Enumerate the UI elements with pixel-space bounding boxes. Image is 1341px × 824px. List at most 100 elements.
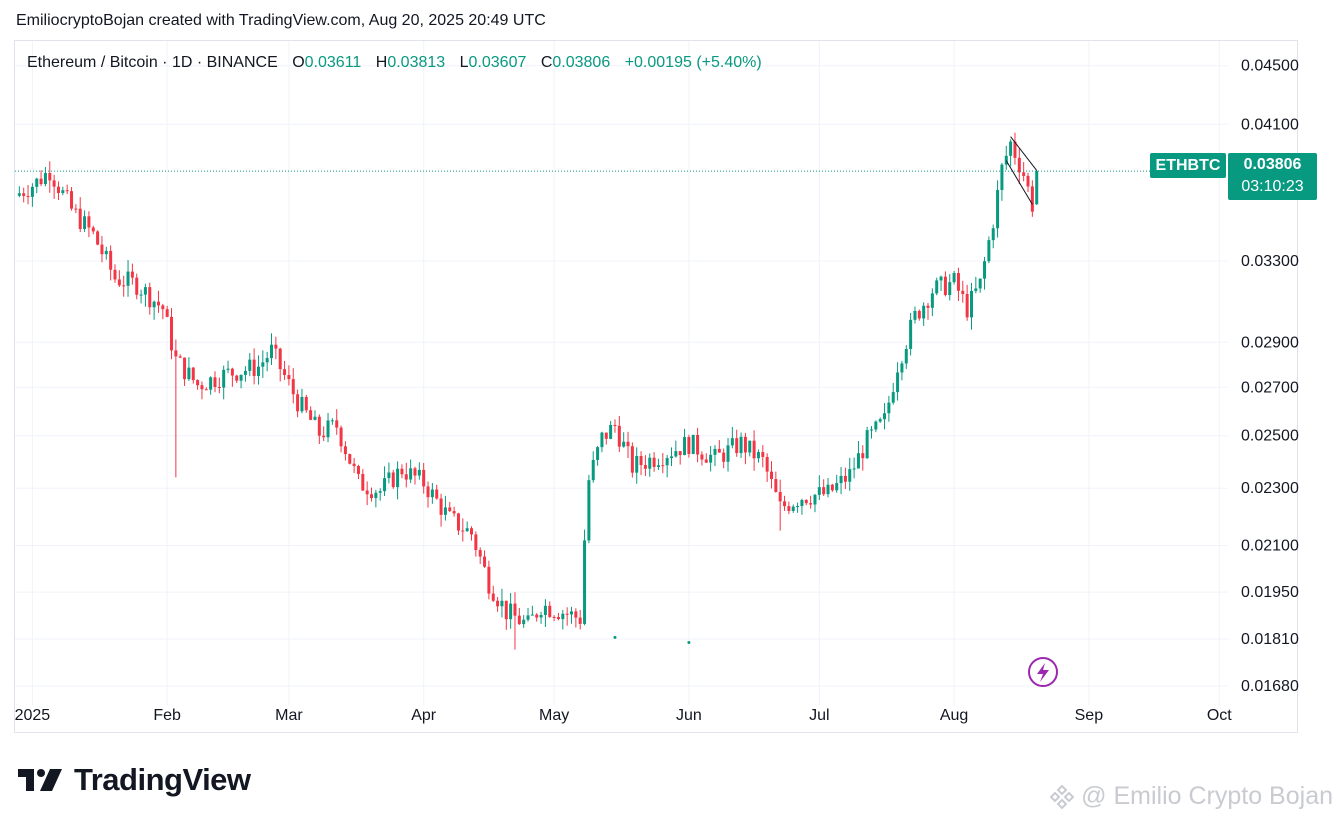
candle [374,489,378,508]
candle [200,381,204,400]
y-tick-label: 0.03300 [1241,253,1299,270]
candle-body [226,368,230,370]
y-tick-label: 0.01950 [1241,584,1299,601]
candle [643,455,647,476]
candle [143,283,147,307]
candle [1035,169,1039,205]
candle-body [143,287,147,295]
legend-close: 0.03806 [552,54,611,71]
candle-body [930,293,934,308]
candle [678,450,682,465]
candle-body [691,434,695,454]
candle-body [813,494,817,505]
candle-body [217,386,221,388]
candle-body [848,469,852,482]
candle-body [678,451,682,456]
legend-change: +0.00195 (+5.40%) [624,54,762,71]
candle [917,309,921,321]
candle-body [878,419,882,422]
chart-caption: EmiliocryptoBojan created with TradingVi… [16,12,546,29]
candle-body [448,507,452,512]
candle-body [117,279,121,286]
candle [226,360,230,374]
drawing-layer [613,136,1038,645]
candle-body [852,468,856,470]
candle-body [70,191,74,209]
candle-body [591,459,595,481]
candle-body [596,447,600,460]
legend-low-label: L [459,54,469,71]
candle-body [522,619,526,625]
candle-body [574,611,578,618]
x-tick-label: Oct [1207,707,1232,724]
candle-body [983,261,987,279]
candle [383,466,387,496]
candle [869,425,873,439]
candle-body [96,231,100,245]
candle [783,495,787,511]
candle [561,609,565,630]
candle-body [56,186,60,194]
y-tick-label: 0.02900 [1241,334,1299,351]
chart-frame[interactable] [14,40,1298,733]
candle [78,197,82,232]
tradingview-brand[interactable]: TradingView [18,760,251,800]
candle [452,506,456,517]
candle [674,440,678,458]
candle [752,430,756,471]
candle-body [900,363,904,373]
candle [30,183,34,207]
candle-body [1026,175,1030,187]
last-price-tag: 0.03806 03:10:23 [1228,153,1317,200]
candle [35,177,39,194]
candle [39,170,43,187]
candle [413,466,417,485]
candle-body [122,285,126,287]
candle [104,246,108,260]
candle-body [943,276,947,295]
x-axis: 2025 Feb Mar Apr May Jun Jul Aug Sep Oct [15,707,1233,724]
candle-body [926,305,930,308]
legend-symbol[interactable]: Ethereum / Bitcoin · 1D · BINANCE [27,54,278,71]
lightning-icon[interactable] [1028,657,1058,687]
candle [113,264,117,283]
candle [161,303,165,320]
candle-body [761,452,765,457]
candle-body [335,420,339,428]
candle-body [61,190,65,194]
candle-body [39,178,43,185]
candle-body [922,305,926,319]
candle-body [265,358,269,363]
candle-body [1030,186,1034,212]
candle-body [456,513,460,531]
candle [626,431,630,459]
candle-body [126,271,130,286]
candle [91,225,95,235]
candle [422,462,426,494]
candle [796,502,800,513]
candle [83,210,87,232]
x-tick-label: Feb [153,707,181,724]
candle-body [600,432,604,448]
event-marker [687,641,691,645]
candle [122,275,126,297]
candle [313,410,317,421]
candle [843,467,847,489]
candle-body [939,276,943,281]
candle-body [343,446,347,455]
candle-body [513,603,517,616]
candle [739,432,743,458]
candle [465,521,469,532]
candle [648,453,652,477]
candle-body [413,468,417,476]
candle [256,355,260,385]
candle [809,495,813,509]
author-watermark: @ Emilio Crypto Bojan [1049,782,1333,811]
candle-body [683,437,687,456]
candle-body [552,616,556,618]
candle-body [709,454,713,463]
candle [565,607,569,626]
candle-body [548,605,552,617]
candle-body [604,432,608,439]
